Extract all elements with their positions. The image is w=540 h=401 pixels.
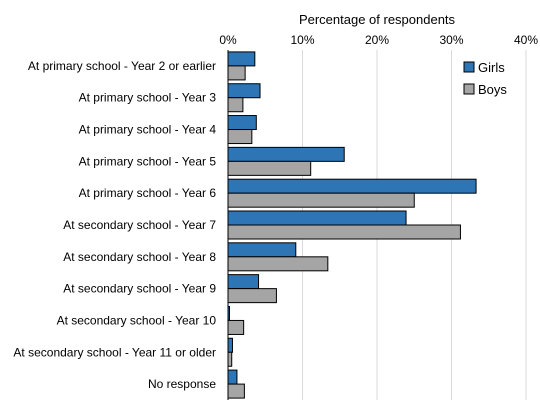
bar-girls (227, 146, 345, 162)
bar-girls (227, 305, 230, 321)
bar-boys (227, 65, 246, 81)
bar-girls (227, 51, 256, 67)
bar-boys (227, 97, 244, 113)
category-label: At primary school - Year 5 (79, 154, 217, 168)
category-label: At primary school - Year 2 or earlier (28, 59, 216, 73)
legend-swatch-girls (463, 61, 475, 73)
x-axis-title: Percentage of respondents (299, 12, 456, 27)
bar-boys (227, 351, 233, 367)
bar-girls (227, 210, 407, 226)
category-label: At secondary school - Year 10 (57, 313, 217, 327)
bar-boys (227, 192, 415, 208)
category-label: At secondary school - Year 8 (63, 250, 216, 264)
bar-boys (227, 256, 329, 272)
bar-girls (227, 274, 260, 290)
bar-boys (227, 160, 312, 176)
bar-girls (227, 83, 261, 99)
bars (227, 51, 477, 399)
legend-swatch-boys (463, 83, 475, 95)
bar-boys (227, 224, 461, 240)
category-label: At secondary school - Year 7 (63, 218, 216, 232)
x-tick-label: 30% (439, 33, 463, 47)
bar-boys (227, 288, 277, 304)
bar-boys (227, 129, 253, 145)
bar-girls (227, 178, 477, 194)
category-label: At primary school - Year 6 (79, 186, 217, 200)
category-label: At primary school - Year 3 (79, 91, 217, 105)
bar-girls (227, 242, 297, 258)
legend-label-girls: Girls (478, 60, 505, 75)
bar-boys (227, 383, 245, 399)
legend-label-boys: Boys (478, 82, 507, 97)
tick-labels: 0% 10% 20% 30% 40% (219, 33, 538, 47)
category-label: No response (148, 377, 216, 391)
bar-girls (227, 115, 257, 131)
x-tick-label: 20% (365, 33, 389, 47)
category-label: At secondary school - Year 11 or older (13, 345, 216, 359)
legend: Girls Boys (463, 60, 507, 97)
x-tick-label: 0% (219, 33, 237, 47)
bar-girls (227, 337, 233, 353)
x-tick-label: 40% (514, 33, 538, 47)
bar-boys (227, 319, 245, 335)
category-label: At primary school - Year 4 (79, 123, 217, 137)
bar-girls (227, 369, 238, 385)
category-labels: At primary school - Year 2 or earlier At … (13, 59, 216, 391)
x-tick-label: 10% (290, 33, 314, 47)
category-label: At secondary school - Year 9 (63, 282, 216, 296)
